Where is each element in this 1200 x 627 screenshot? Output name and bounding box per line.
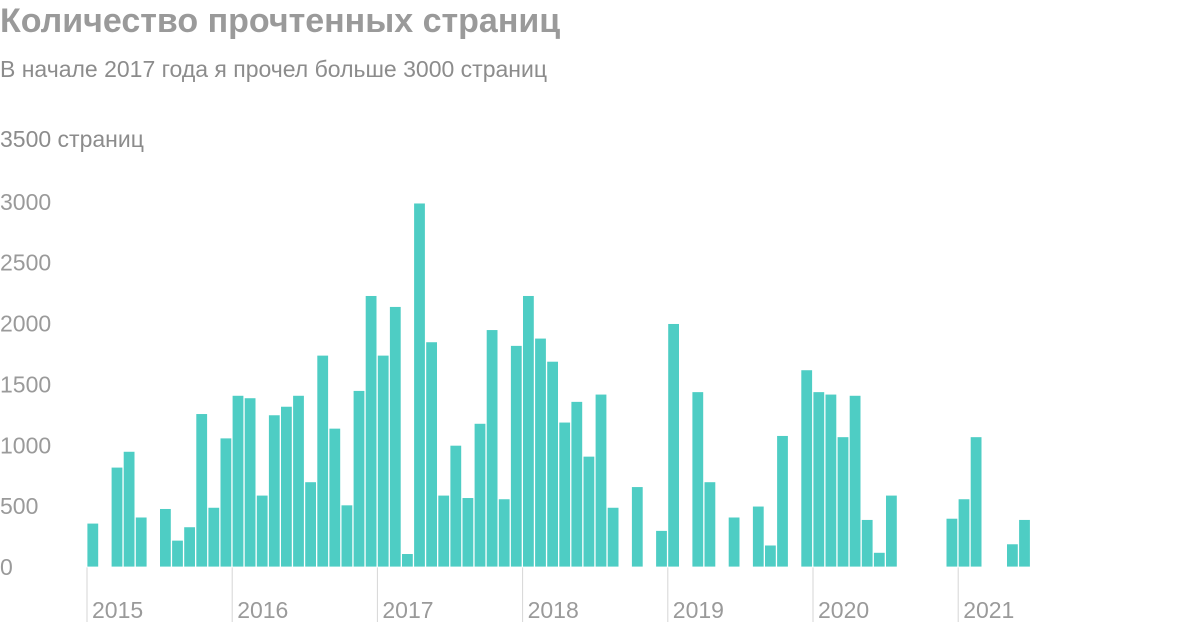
bar <box>461 497 475 568</box>
x-axis-labels: 2015 2016 2017 2018 2019 2020 2021 <box>92 597 1014 623</box>
bar <box>1006 543 1019 568</box>
bar <box>413 202 426 568</box>
bar <box>316 354 329 568</box>
bar <box>522 295 535 568</box>
bar <box>691 391 705 568</box>
bar <box>195 413 208 568</box>
bar <box>171 539 184 568</box>
bar <box>183 526 196 568</box>
x-tick-label: 2019 <box>673 597 724 623</box>
bar <box>401 553 414 568</box>
bar <box>159 508 172 568</box>
bar <box>219 437 233 568</box>
bar <box>449 444 463 568</box>
bar <box>437 494 450 568</box>
bar <box>824 393 838 568</box>
bar <box>848 394 862 568</box>
y-tick-label: 2000 <box>0 311 51 337</box>
bar <box>582 455 596 568</box>
bar <box>376 354 390 568</box>
bar <box>873 551 886 568</box>
bar <box>231 394 245 568</box>
bar <box>1018 519 1031 568</box>
bar <box>134 516 148 568</box>
bar <box>727 516 741 568</box>
bar <box>497 498 511 568</box>
bar <box>703 481 717 568</box>
y-axis-ticks: 0 500 1000 1500 2000 2500 3000 <box>0 189 51 580</box>
bar <box>364 295 378 568</box>
bar <box>243 397 257 568</box>
chart-title: Количество прочтенных страниц <box>0 2 561 40</box>
bar <box>534 337 547 568</box>
year-dividers <box>86 567 959 622</box>
bar <box>885 494 898 568</box>
bar <box>328 427 342 568</box>
bar <box>473 422 487 568</box>
bar <box>800 369 813 568</box>
bar <box>836 436 850 568</box>
bar <box>945 517 959 568</box>
bar <box>485 329 499 568</box>
bar <box>268 414 281 568</box>
bar <box>667 323 680 568</box>
bar <box>389 306 402 568</box>
bar <box>969 436 983 568</box>
bar <box>207 506 221 568</box>
x-tick-label: 2018 <box>528 597 579 623</box>
bar <box>122 450 136 568</box>
y-axis-label: 3500 страниц <box>0 126 144 152</box>
x-tick-label: 2021 <box>963 597 1014 623</box>
bar <box>752 505 765 568</box>
bar <box>110 466 124 568</box>
y-tick-label: 1000 <box>0 432 51 458</box>
bar <box>594 393 608 568</box>
x-tick-label: 2017 <box>382 597 433 623</box>
x-tick-label: 2015 <box>92 597 143 623</box>
bar <box>655 530 668 568</box>
bar <box>86 522 100 568</box>
bar <box>510 345 523 568</box>
y-tick-label: 3000 <box>0 189 51 215</box>
bar <box>631 486 644 568</box>
y-tick-label: 1500 <box>0 371 51 397</box>
bar <box>764 544 777 568</box>
bar <box>957 498 971 568</box>
x-tick-label: 2016 <box>237 597 288 623</box>
bar <box>340 504 354 568</box>
chart-subtitle: В начале 2017 года я прочел больше 3000 … <box>0 56 548 82</box>
bar <box>280 405 293 568</box>
bar <box>255 494 269 568</box>
bar <box>776 435 789 568</box>
bar <box>812 391 826 568</box>
bar <box>570 401 584 568</box>
x-tick-label: 2020 <box>818 597 869 623</box>
y-tick-label: 0 <box>0 554 13 580</box>
bar <box>546 360 559 568</box>
bars <box>86 202 1031 568</box>
y-tick-label: 2500 <box>0 250 51 276</box>
bar <box>292 394 305 568</box>
bar <box>606 506 620 568</box>
bar <box>558 421 571 568</box>
bar <box>352 390 366 568</box>
bar <box>304 481 317 568</box>
y-tick-label: 500 <box>0 493 38 519</box>
bar <box>861 519 874 568</box>
bar <box>425 341 438 568</box>
